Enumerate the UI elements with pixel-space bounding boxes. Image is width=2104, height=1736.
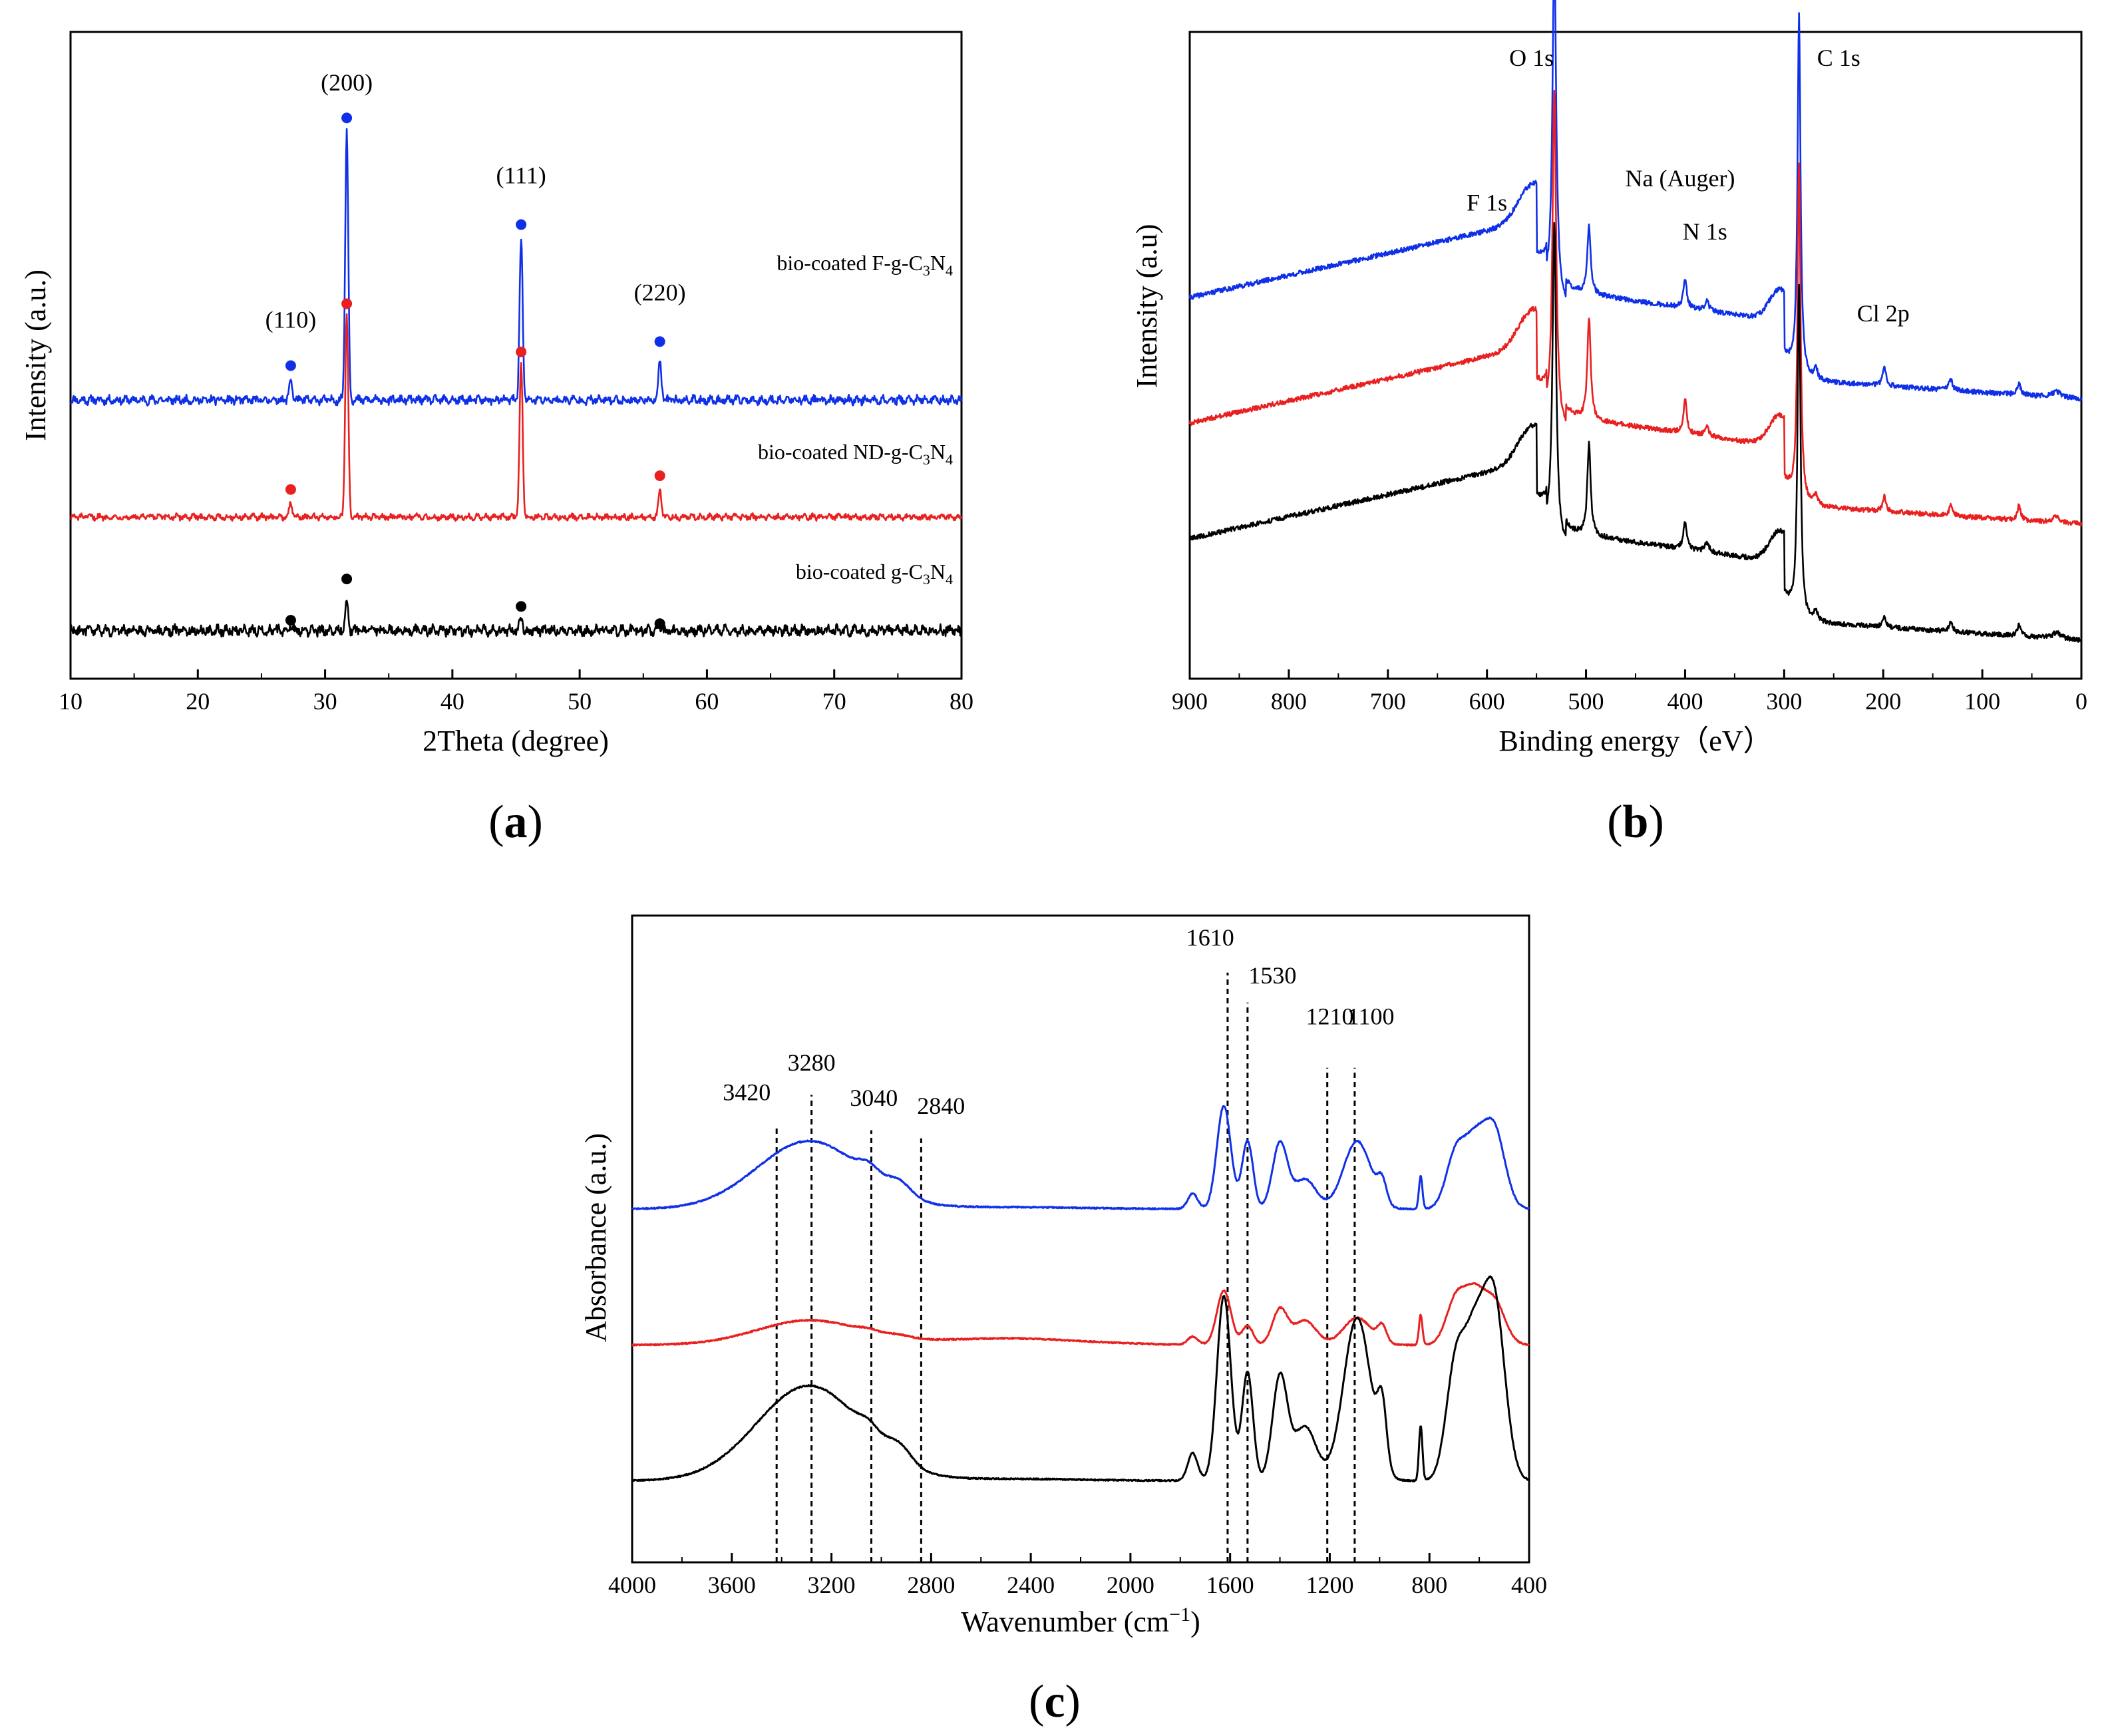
panel-a-x-axis-title: 2Theta (degree)	[423, 725, 609, 757]
panel-c-label: (c)	[1029, 1676, 1081, 1727]
peak-annotation: 3420	[723, 1079, 771, 1106]
x-tick-label: 200	[1865, 688, 1901, 715]
x-tick-label: 30	[313, 688, 337, 715]
x-tick-label: 100	[1964, 688, 2000, 715]
x-tick-label: 800	[1271, 688, 1307, 715]
peak-annotation: (220)	[634, 279, 686, 305]
x-tick-label: 0	[2075, 688, 2087, 715]
panel-b-xps-chart: 900 800 700 600 500 400 300 200 100 0 O 1s C 1s F 1…	[1131, 0, 2087, 848]
peak-marker-dot	[341, 574, 353, 585]
panel-a-series	[69, 128, 963, 638]
series-label-g-c3n4: bio-coated g-C3N4	[796, 560, 953, 588]
panel-a-y-axis-title: Intensity (a.u.)	[19, 269, 52, 441]
x-tick-label: 3600	[708, 1572, 756, 1598]
panel-a-series-labels: bio-coated F-g-C3N4 bio-coated ND-g-C3N4…	[758, 251, 953, 588]
x-tick-label: 80	[950, 688, 973, 715]
panel-c-series	[631, 1105, 1530, 1482]
panel-a-x-ticks: 10 20 30 40 50 60 70 80	[59, 669, 973, 715]
x-tick-label: 60	[695, 688, 719, 715]
x-tick-label: 400	[1667, 688, 1703, 715]
x-tick-label: 600	[1469, 688, 1505, 715]
x-tick-label: 300	[1766, 688, 1802, 715]
panel-b-label: (b)	[1607, 796, 1664, 848]
x-tick-label: 1600	[1206, 1572, 1254, 1598]
peak-annotation: O 1s	[1509, 45, 1554, 71]
xps-series-line	[1188, 89, 2083, 527]
peak-annotation: (111)	[496, 162, 546, 188]
peak-marker-dot	[341, 112, 353, 124]
peak-marker-dot	[516, 346, 527, 357]
peak-annotation: N 1s	[1683, 218, 1727, 245]
panel-c-dashed-markers	[775, 972, 1356, 1562]
peak-annotation: 1210	[1306, 1003, 1353, 1029]
peak-annotation: (200)	[321, 69, 373, 96]
panel-a-label: (a)	[488, 796, 543, 848]
peak-marker-dot	[285, 615, 296, 626]
xrd-series-line	[70, 128, 963, 407]
x-tick-label: 40	[440, 688, 464, 715]
panel-b-series	[1188, 0, 2083, 643]
xps-series-line	[1188, 222, 2083, 643]
x-tick-label: 10	[59, 688, 83, 715]
panel-b-x-ticks: 900 800 700 600 500 400 300 200 100 0	[1172, 669, 2087, 715]
peak-marker-dot	[341, 298, 353, 309]
panel-a-annotations: (200) (110) (111) (220)	[265, 69, 686, 333]
peak-marker-dot	[654, 336, 665, 347]
xrd-series-line	[70, 313, 963, 522]
x-tick-label: 400	[1511, 1572, 1547, 1598]
x-tick-label: 20	[186, 688, 210, 715]
x-tick-label: 500	[1568, 688, 1604, 715]
ftir-series-line	[631, 1282, 1530, 1347]
peak-annotation: 3040	[850, 1085, 898, 1111]
panel-c-y-axis-title: Absorbance (a.u.)	[580, 1133, 612, 1342]
panel-b-annotations: O 1s C 1s F 1s Na (Auger) N 1s Cl 2p	[1467, 45, 1910, 327]
xps-series-line	[1188, 0, 2083, 402]
peak-annotation: 1610	[1186, 924, 1234, 951]
x-tick-label: 1200	[1306, 1572, 1353, 1598]
peak-marker-dot	[285, 360, 296, 371]
series-label-nd-g-c3n4: bio-coated ND-g-C3N4	[758, 440, 953, 468]
x-tick-label: 2000	[1107, 1572, 1154, 1598]
peak-marker-dot	[516, 601, 527, 612]
x-tick-label: 800	[1411, 1572, 1447, 1598]
x-tick-label: 2400	[1007, 1572, 1055, 1598]
x-tick-label: 3200	[808, 1572, 856, 1598]
panel-b-y-axis-title: Intensity (a.u)	[1131, 224, 1163, 389]
x-tick-label: 70	[822, 688, 846, 715]
peak-annotation: Na (Auger)	[1626, 165, 1735, 192]
peak-annotation: 1530	[1248, 962, 1296, 989]
peak-annotation: 2840	[917, 1093, 965, 1119]
peak-annotation: F 1s	[1467, 189, 1507, 216]
peak-annotation: Cl 2p	[1857, 300, 1910, 327]
panel-b-x-axis-title: Binding energy（eV）	[1498, 725, 1772, 757]
panel-a-xrd-chart: 10 20 30 40 50 60 70 80 (200) (110) (111) (220) bi…	[19, 31, 973, 848]
x-tick-label: 700	[1370, 688, 1406, 715]
peak-marker-dot	[285, 484, 296, 495]
peak-annotation: 3280	[788, 1049, 836, 1076]
peak-marker-dot	[516, 219, 527, 230]
ftir-series-line	[631, 1275, 1530, 1482]
panel-c-x-axis-title: Wavenumber (cm−1)	[961, 1604, 1200, 1638]
x-tick-label: 50	[568, 688, 592, 715]
peak-marker-dot	[654, 618, 665, 629]
series-label-f-g-c3n4: bio-coated F-g-C3N4	[777, 251, 953, 279]
panel-a-peak-markers	[285, 112, 665, 629]
peak-annotation: (110)	[265, 307, 317, 333]
x-tick-label: 900	[1172, 688, 1208, 715]
x-tick-label: 2800	[907, 1572, 955, 1598]
peak-marker-dot	[654, 470, 665, 481]
x-tick-label: 4000	[608, 1572, 656, 1598]
xrd-series-line	[69, 600, 963, 638]
ftir-series-line	[631, 1105, 1530, 1211]
panel-c-ftir-chart: 4000 3600 3200 2800 2400 2000 1600 1200 800 400 3…	[580, 914, 1547, 1727]
panel-c-x-ticks: 4000 3600 3200 2800 2400 2000 1600 1200 800 400	[608, 1553, 1547, 1598]
peak-annotation: C 1s	[1817, 45, 1860, 71]
peak-annotation: 1100	[1347, 1003, 1395, 1029]
